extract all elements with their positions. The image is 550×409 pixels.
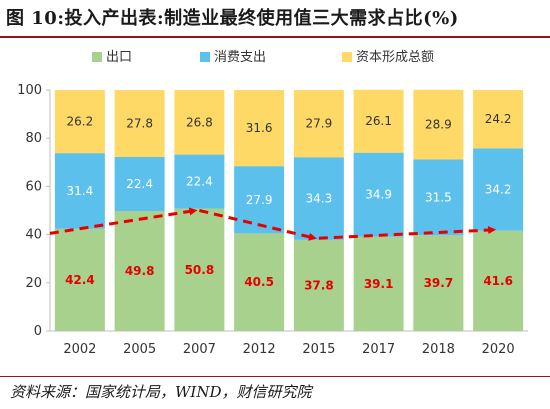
source-note: 资料来源：国家统计局，WIND，财信研究院 [10,383,312,401]
bar-value-label: 40.5 [244,275,274,289]
x-tick-label: 2012 [243,342,276,357]
bar-value-label: 37.8 [304,278,334,292]
y-tick-label: 60 [25,179,42,194]
bar-segment [293,239,344,331]
legend-label-0: 出口 [106,50,132,65]
axes: 0 20 40 60 80 100 2002 2005 2007 2012 2015 2017 2018… [17,83,528,357]
bar-value-label: 28.9 [425,118,452,132]
source-rule [0,376,550,377]
chart-title: 图 10:投入产出表:制造业最终使用值三大需求占比(%) [6,8,459,29]
bar-value-label: 50.8 [185,263,215,277]
legend-label-1: 消费支出 [214,50,266,65]
bar-value-label: 24.2 [485,112,512,126]
bar-value-label: 49.8 [125,264,155,278]
legend-label-2: 资本形成总额 [356,50,434,65]
bar-value-label: 31.5 [425,190,452,204]
legend-swatch-1 [200,52,210,62]
bar-segment [54,90,105,154]
y-tick-label: 40 [25,228,42,243]
bar-segment [413,235,464,331]
bar-segment [473,230,524,331]
bar-value-label: 34.2 [485,183,512,197]
bar-segment [293,90,344,158]
bar-segment [174,90,225,155]
bar-segment [114,210,165,331]
bar-value-label: 31.4 [67,184,94,198]
bar-value-label: 26.8 [186,115,213,129]
bar-segment [234,233,285,331]
x-tick-label: 2005 [123,342,156,357]
bar-value-label: 26.1 [365,114,392,128]
bar-segment [413,89,464,160]
bar-value-label: 42.4 [65,273,95,287]
legend-swatch-2 [342,52,352,62]
bar-segment [353,152,404,237]
y-tick-label: 80 [25,131,42,146]
bar-segment [114,90,165,157]
trend-arrow-segment [199,209,317,241]
bar-value-label: 27.8 [126,116,153,130]
bar-segment [353,236,404,331]
title-rule [0,36,550,38]
x-tick-label: 2007 [183,342,216,357]
legend-swatch-0 [92,52,102,62]
bar-value-label: 34.9 [365,188,392,202]
x-tick-label: 2018 [422,342,455,357]
bar-segment [234,166,285,234]
data-labels: 42.4 31.4 26.2 49.8 22.4 27.8 50.8 22.4 26.8 40.5… [65,112,513,292]
bar-segment [174,154,225,209]
bar-value-label: 27.9 [306,117,333,131]
trend-arrow-segment [318,226,497,240]
bar-segment [473,90,524,149]
bar-segment [54,228,105,331]
y-tick-label: 0 [34,324,42,339]
bar-value-label: 27.9 [246,193,273,207]
bar-value-label: 34.3 [306,192,333,206]
legend: 出口 消费支出 资本形成总额 [92,50,434,65]
bar-segment [54,153,105,229]
bar-segment [293,157,344,240]
bar-segment [473,148,524,231]
x-tick-label: 2002 [63,342,96,357]
bar-value-label: 41.6 [483,274,513,288]
bar-segment [234,90,285,167]
y-tick-label: 100 [17,83,42,98]
bar-segment [353,89,404,153]
y-tick-label: 20 [25,276,42,291]
trend-line [49,207,497,241]
bar-value-label: 39.7 [424,276,454,290]
trend-arrow-segment [49,207,198,235]
x-tick-label: 2015 [302,342,335,357]
x-tick-label: 2017 [362,342,395,357]
bar-segment [413,159,464,236]
bar-value-label: 31.6 [246,121,273,135]
bar-value-label: 22.4 [126,177,153,191]
bar-value-label: 39.1 [364,277,394,291]
bar-value-label: 26.2 [67,115,94,129]
bar-segment [174,208,225,331]
bar-segment [114,156,165,211]
bar-value-label: 22.4 [186,175,213,189]
stacked-bar-chart: 出口 消费支出 资本形成总额 0 20 40 60 80 100 2002 2005 2007 201… [17,50,528,357]
bars [54,89,524,331]
x-tick-label: 2020 [482,342,515,357]
